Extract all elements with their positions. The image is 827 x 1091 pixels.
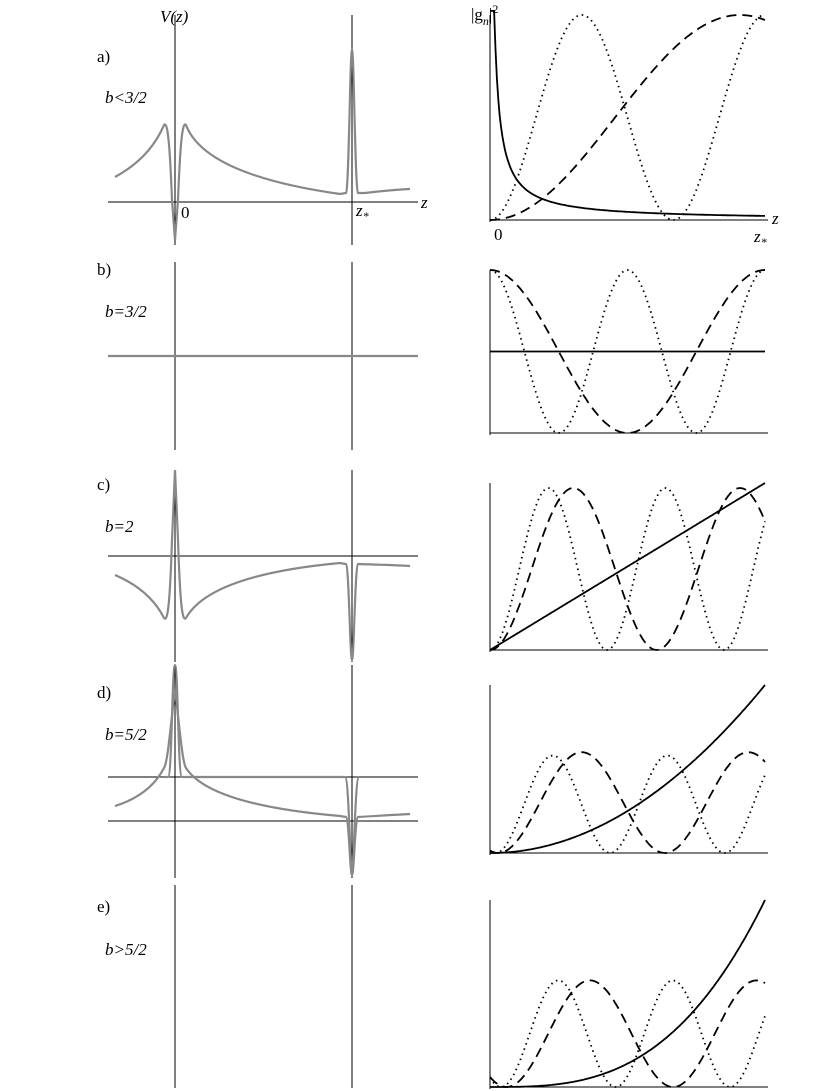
label-part: |g	[471, 5, 483, 24]
potential-e	[114, 689, 411, 877]
dashed-curve	[489, 487, 766, 651]
label-sub: n	[483, 14, 489, 28]
label-part: z	[753, 227, 761, 246]
panel-condition: b=5/2	[105, 725, 147, 744]
zero-label: 0	[181, 203, 190, 222]
panel-condition: b=3/2	[105, 302, 147, 321]
solid-curve	[490, 684, 766, 854]
label-sub: *	[761, 235, 767, 249]
potential-a	[114, 48, 411, 241]
potential-label: V(z)	[160, 7, 189, 26]
label-part: |	[489, 5, 492, 24]
panel-label: d)	[97, 683, 111, 702]
left-axes	[108, 15, 418, 1088]
panel-condition: b=2	[105, 517, 134, 536]
dashed-curve	[489, 979, 766, 1088]
wavefunction-label: |gn|2	[471, 2, 498, 28]
solid-curve	[490, 899, 766, 1088]
right-panels	[489, 10, 768, 1089]
panel-label: b)	[97, 260, 111, 279]
dashed-curve	[489, 751, 766, 854]
dotted-curve	[489, 979, 766, 1088]
label-sub: *	[363, 209, 369, 223]
panel-condition: b<3/2	[105, 88, 147, 107]
panel-label: e)	[97, 897, 110, 916]
zstar-label: z*	[355, 201, 369, 223]
zero-label: 0	[494, 225, 503, 244]
dotted-curve	[489, 14, 766, 221]
potential-curves	[108, 48, 418, 877]
label-sup: 2	[492, 2, 498, 16]
solid-curve	[490, 10, 765, 217]
dotted-curve	[489, 269, 766, 434]
dashed-curve	[490, 14, 766, 221]
panel-label: c)	[97, 475, 110, 494]
z-label: z	[771, 209, 779, 228]
zstar-label: z*	[753, 227, 767, 249]
panel-condition: b>5/2	[105, 940, 147, 959]
z-label: z	[420, 193, 428, 212]
panel-labels: a) b<3/2 b) b=3/2 c) b=2 d) b=5/2 e) b>5/2	[97, 47, 147, 959]
panel-label: a)	[97, 47, 110, 66]
label-part: z	[355, 201, 363, 220]
potential-c	[114, 469, 411, 662]
dotted-curve	[489, 754, 766, 854]
solid-curve	[489, 482, 766, 651]
potential-d	[165, 663, 361, 872]
